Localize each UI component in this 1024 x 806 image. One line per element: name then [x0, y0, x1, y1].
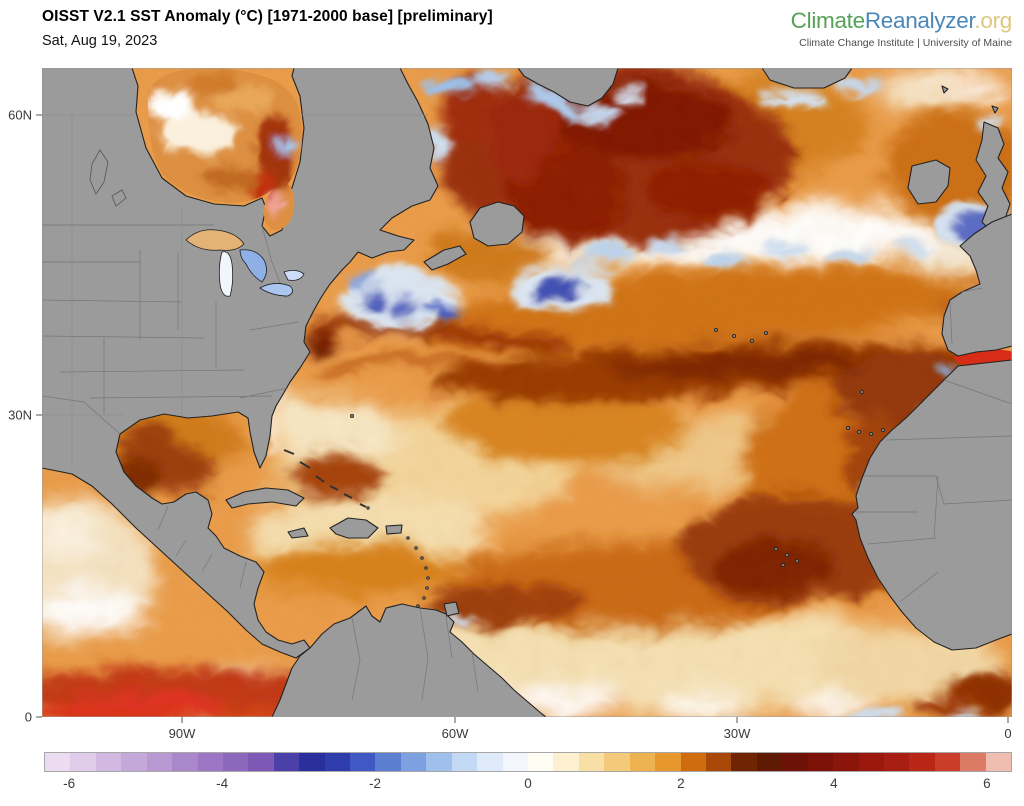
small-islands	[350, 328, 885, 608]
colorbar-cell	[222, 753, 249, 771]
colorbar-cell	[324, 753, 351, 771]
map-header: OISST V2.1 SST Anomaly (°C) [1971-2000 b…	[42, 8, 493, 49]
colorbar-cell	[197, 753, 223, 771]
land-layer	[42, 68, 1012, 717]
lon-tick-label: 90W	[169, 726, 196, 741]
colorbar-cell	[248, 753, 274, 771]
lat-tick-label: 30N	[8, 408, 32, 423]
colorbar-cell	[477, 753, 503, 771]
map-canvas	[42, 68, 1012, 717]
logo-tagline: Climate Change Institute | University of…	[799, 37, 1012, 49]
colorbar-cell	[629, 753, 656, 771]
colorbar-cell	[655, 753, 681, 771]
logo-part-climate: Climate	[790, 8, 865, 33]
land-hispaniola	[329, 517, 379, 539]
land-jamaica	[287, 527, 309, 539]
colorbar-tick-label: 0	[524, 776, 532, 791]
colorbar-cell	[553, 753, 579, 771]
great-lakes	[185, 229, 305, 297]
colorbar-cell	[45, 753, 71, 771]
colorbar-cell	[146, 753, 173, 771]
colorbar-cell	[858, 753, 884, 771]
colorbar-cell	[782, 753, 808, 771]
canadian-lakes	[89, 149, 127, 207]
colorbar-cell	[883, 753, 910, 771]
land-cuba	[225, 487, 305, 509]
land-puerto-rico	[385, 524, 403, 535]
graticule	[42, 114, 428, 468]
colorbar-cell	[807, 753, 834, 771]
colorbar-cell	[604, 753, 630, 771]
sst-anomaly-map: 60N 30N 0 90W 60W 30W 0	[8, 68, 1012, 742]
colorbar-cell	[833, 753, 859, 771]
site-logo[interactable]: ClimateReanalyzer.org	[790, 8, 1013, 34]
land-europe	[941, 213, 1012, 357]
colorbar-cell	[528, 753, 554, 771]
page-title: OISST V2.1 SST Anomaly (°C) [1971-2000 b…	[42, 8, 493, 25]
land-faroe	[941, 85, 999, 114]
colorbar-cell	[731, 753, 757, 771]
land-newfoundland	[469, 201, 525, 247]
colorbar-cell	[426, 753, 452, 771]
colorbar-cell	[400, 753, 427, 771]
axes-layer: 60N 30N 0 90W 60W 30W 0	[8, 108, 1011, 742]
colorbar-tick-label: 2	[677, 776, 685, 791]
lon-tick-label: 60W	[442, 726, 469, 741]
logo-part-reanalyzer: Reanalyzer	[864, 8, 975, 33]
colorbar	[44, 752, 1012, 772]
colorbar-cell	[121, 753, 147, 771]
colorbar-cell	[299, 753, 325, 771]
colorbar-cell	[70, 753, 96, 771]
colorbar-cell	[273, 753, 300, 771]
colorbar-cell	[578, 753, 605, 771]
colorbar-cell	[909, 753, 935, 771]
branding: ClimateReanalyzer.org Climate Change Ins…	[790, 8, 1013, 49]
colorbar-tick-label: -6	[63, 776, 76, 791]
interior-borders	[42, 224, 1012, 701]
colorbar-tick-label: 6	[983, 776, 991, 791]
date-label: Sat, Aug 19, 2023	[42, 33, 158, 49]
colorbar-cell	[502, 753, 529, 771]
land-greenland	[517, 68, 619, 107]
colorbar-cell	[451, 753, 478, 771]
logo-part-org: .org	[974, 8, 1012, 33]
lat-tick-label: 0	[25, 710, 32, 725]
colorbar-cell	[680, 753, 706, 771]
lon-tick-label: 30W	[724, 726, 751, 741]
colorbar-cell	[756, 753, 783, 771]
land-ireland	[907, 159, 951, 205]
colorbar-cell	[705, 753, 732, 771]
colorbar-tick-label: -4	[216, 776, 229, 791]
bahamas	[283, 449, 367, 508]
land-trinidad	[443, 601, 460, 617]
colorbar-cell	[375, 753, 401, 771]
colorbar-cell	[985, 753, 1012, 771]
colorbar-cell	[960, 753, 986, 771]
lat-tick-label: 60N	[8, 108, 32, 123]
colorbar-cell	[172, 753, 198, 771]
colorbar-cell	[350, 753, 376, 771]
land-nova-scotia	[423, 245, 467, 271]
colorbar-cell	[95, 753, 122, 771]
colorbar-tick-label: -2	[369, 776, 382, 791]
colorbar-labels: -6 -4 -2 0 2 4 6	[44, 776, 1012, 794]
lon-tick-label: 0	[1004, 726, 1011, 741]
land-africa	[851, 359, 1012, 651]
land-iceland	[761, 68, 853, 89]
colorbar-tick-label: 4	[830, 776, 838, 791]
land-north-america	[42, 68, 439, 659]
colorbar-cell	[934, 753, 961, 771]
